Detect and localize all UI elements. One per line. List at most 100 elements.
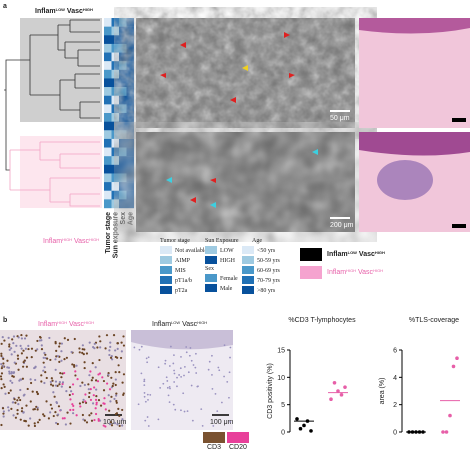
ihc-image: 100 μm 100 μm xyxy=(0,330,234,430)
cell xyxy=(107,373,110,376)
heatmap-cell xyxy=(104,87,112,96)
cell xyxy=(79,405,82,408)
heatmap-cell xyxy=(104,164,112,174)
cell xyxy=(183,374,185,377)
cell xyxy=(95,401,98,404)
heatmap-cell xyxy=(126,61,134,71)
cell xyxy=(115,401,118,404)
cell xyxy=(11,381,14,384)
y-tick-label: 4 xyxy=(393,375,397,382)
cell xyxy=(2,383,5,386)
legend-label: Not available xyxy=(175,248,207,254)
cell xyxy=(207,368,210,371)
cell xyxy=(53,395,56,398)
heatmap-cell xyxy=(126,78,134,88)
legend-swatch xyxy=(242,246,254,254)
cell xyxy=(96,380,100,383)
cell xyxy=(58,345,61,348)
cell xyxy=(176,385,178,388)
cell xyxy=(70,390,73,393)
cell xyxy=(27,424,30,427)
heatmap-cell xyxy=(126,43,134,53)
cell xyxy=(38,339,41,342)
cell xyxy=(208,360,211,363)
group-title: InflamLOW VascHIGH xyxy=(35,7,93,15)
cell xyxy=(185,346,188,348)
cell xyxy=(70,350,73,354)
cell xyxy=(182,392,185,395)
cell xyxy=(93,418,96,422)
legend-swatch xyxy=(205,274,217,282)
cell xyxy=(89,370,92,373)
cell xyxy=(110,376,113,379)
cell xyxy=(104,425,107,428)
cell xyxy=(146,416,149,418)
cell xyxy=(20,410,24,413)
cell xyxy=(83,361,86,364)
charts: %CD3 T-lymphocytes CD3 positivity (%) 0 5 10… xyxy=(267,317,460,437)
legend-swatch xyxy=(160,266,172,274)
cell xyxy=(101,376,104,379)
cell xyxy=(7,406,10,409)
cell xyxy=(47,417,50,420)
heatmap-cell xyxy=(111,164,119,174)
cell xyxy=(83,383,86,387)
cell xyxy=(2,412,5,415)
heatmap-cell xyxy=(104,35,112,45)
cell xyxy=(42,361,45,364)
cell xyxy=(81,381,84,384)
cell xyxy=(122,373,126,376)
heatmap-column-label: Tumor stage xyxy=(105,212,112,254)
cell xyxy=(3,385,6,388)
cell xyxy=(66,411,69,414)
cell xyxy=(75,414,78,417)
cell xyxy=(17,403,20,406)
cell xyxy=(0,342,3,345)
y-tick-label: 10 xyxy=(277,375,285,382)
data-point xyxy=(329,397,333,402)
cell xyxy=(81,348,84,351)
cell xyxy=(104,347,107,350)
cell xyxy=(54,384,58,387)
cell xyxy=(164,362,167,365)
cell xyxy=(51,384,55,387)
cell xyxy=(81,401,85,404)
cell xyxy=(143,395,146,398)
data-point xyxy=(414,430,418,434)
legend-label: >80 yrs xyxy=(257,288,276,294)
cell xyxy=(36,339,39,343)
cell xyxy=(214,392,217,395)
cell xyxy=(157,366,160,369)
cell xyxy=(88,391,91,395)
cell xyxy=(98,358,101,362)
cell xyxy=(23,337,27,340)
cell xyxy=(93,386,96,389)
cell xyxy=(91,402,95,405)
cell xyxy=(115,399,118,403)
cell xyxy=(169,345,172,348)
cell xyxy=(90,419,94,422)
cell xyxy=(49,358,52,362)
heatmap-cell xyxy=(126,121,134,131)
legend-title: Tumor stage xyxy=(160,238,190,244)
cell xyxy=(108,353,111,357)
cell xyxy=(173,381,176,383)
cell xyxy=(68,393,71,397)
cell xyxy=(223,375,225,378)
cell xyxy=(118,414,121,417)
legend-label: Male xyxy=(220,286,233,292)
cell xyxy=(93,342,96,345)
cell xyxy=(167,394,170,397)
cell xyxy=(52,391,55,394)
cell xyxy=(113,422,117,425)
cell xyxy=(87,388,90,391)
heatmap-cell xyxy=(111,52,119,62)
cell xyxy=(34,366,37,369)
cell xyxy=(157,418,160,421)
heatmap-cell xyxy=(104,78,112,88)
legend-swatch xyxy=(205,246,217,254)
cell xyxy=(108,349,111,352)
cell xyxy=(7,336,10,339)
heatmap-cell xyxy=(119,78,127,88)
